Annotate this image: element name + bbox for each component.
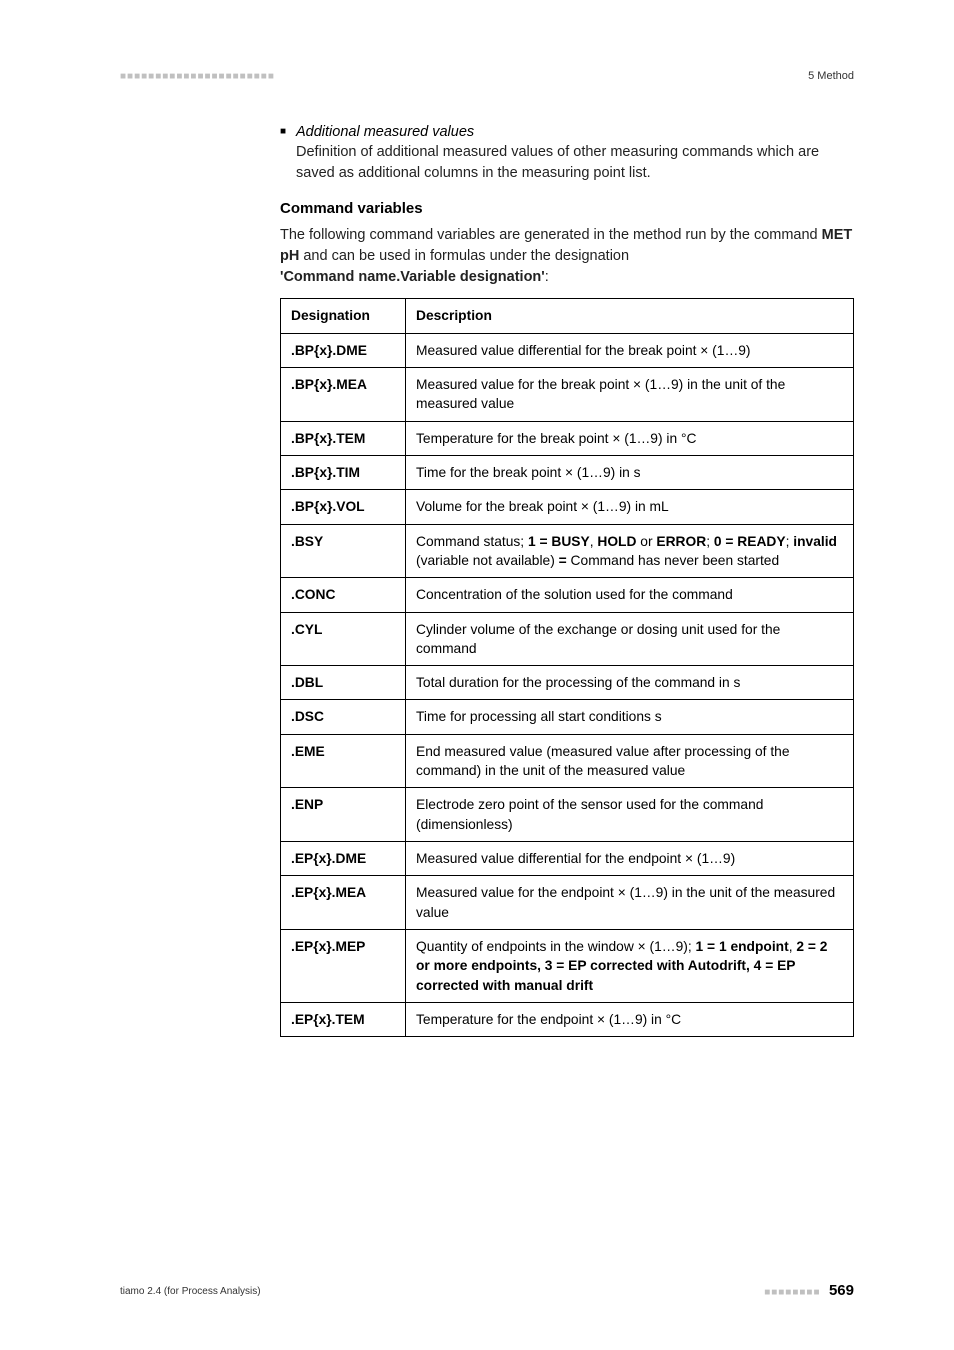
txt: 1 = BUSY [528,534,590,549]
txt: invalid [793,534,837,549]
txt: ; [706,534,714,549]
table-header-row: Designation Description [281,299,854,333]
designation-cell: .BP{x}.VOL [281,490,406,524]
description-cell: Time for processing all start conditions… [406,700,854,734]
table-row: .EMEEnd measured value (measured value a… [281,734,854,788]
header-dashes: ■■■■■■■■■■■■■■■■■■■■■■ [120,71,275,82]
description-cell: Measured value for the endpoint × (1…9) … [406,876,854,930]
table-row: .DSCTime for processing all start condit… [281,700,854,734]
footer-dashes: ■■■■■■■■ [764,1287,820,1298]
header-section-label: 5 Method [808,70,854,82]
designation-cell: .CYL [281,612,406,666]
description-cell: Measured value for the break point × (1…… [406,368,854,422]
table-row: .BSY Command status; 1 = BUSY, HOLD or E… [281,524,854,578]
txt: 1 = 1 endpoint [696,939,789,954]
txt: 0 = READY [714,534,786,549]
designation-cell: .CONC [281,578,406,612]
designation-cell: .DBL [281,666,406,700]
designation-cell: .BP{x}.TIM [281,455,406,489]
description-cell: Measured value differential for the brea… [406,333,854,367]
table-row: .BP{x}.TEMTemperature for the break poin… [281,421,854,455]
table-row: .CYLCylinder volume of the exchange or d… [281,612,854,666]
table-row: .BP{x}.MEAMeasured value for the break p… [281,368,854,422]
txt: Command has never been started [567,553,779,568]
designation-cell: .EP{x}.TEM [281,1002,406,1036]
table-row: .EP{x}.MEAMeasured value for the endpoin… [281,876,854,930]
footer-left: tiamo 2.4 (for Process Analysis) [120,1286,261,1297]
intro-mid: and can be used in formulas under the de… [299,248,629,264]
description-cell: Concentration of the solution used for t… [406,578,854,612]
table-row: .ENPElectrode zero point of the sensor u… [281,788,854,842]
description-cell: Temperature for the break point × (1…9) … [406,421,854,455]
description-cell: End measured value (measured value after… [406,734,854,788]
designation-cell: .BSY [281,524,406,578]
description-cell: Command status; 1 = BUSY, HOLD or ERROR;… [406,524,854,578]
txt: ERROR [656,534,706,549]
bullet-text: Definition of additional measured values… [296,142,854,184]
txt: Command status; [416,534,528,549]
description-cell: Cylinder volume of the exchange or dosin… [406,612,854,666]
bullet-marker: ■ [280,122,296,184]
description-cell: Temperature for the endpoint × (1…9) in … [406,1002,854,1036]
designation-cell: .ENP [281,788,406,842]
bullet-title: Additional measured values [296,122,854,142]
designation-cell: .EP{x}.MEA [281,876,406,930]
description-cell: Electrode zero point of the sensor used … [406,788,854,842]
col2-header: Description [406,299,854,333]
designation-cell: .BP{x}.MEA [281,368,406,422]
intro-bold2: 'Command name.Variable designation' [280,269,545,285]
intro-paragraph: The following command variables are gene… [280,225,854,288]
description-cell: Measured value differential for the endp… [406,842,854,876]
description-cell: Quantity of endpoints in the window × (1… [406,929,854,1002]
description-cell: Time for the break point × (1…9) in s [406,455,854,489]
table-row: .DBLTotal duration for the processing of… [281,666,854,700]
table-row: .CONCConcentration of the solution used … [281,578,854,612]
table-row: .EP{x}.TEMTemperature for the endpoint ×… [281,1002,854,1036]
designation-cell: .EP{x}.MEP [281,929,406,1002]
table-row: .BP{x}.TIMTime for the break point × (1…… [281,455,854,489]
designation-cell: .BP{x}.TEM [281,421,406,455]
table-row: .BP{x}.VOLVolume for the break point × (… [281,490,854,524]
txt: = [559,553,567,568]
designation-cell: .DSC [281,700,406,734]
table-row: .EP{x}.MEP Quantity of endpoints in the … [281,929,854,1002]
txt: Quantity of endpoints in the window × (1… [416,939,696,954]
table-row: .BP{x}.DMEMeasured value differential fo… [281,333,854,367]
section-heading: Command variables [280,200,854,217]
description-cell: Volume for the break point × (1…9) in mL [406,490,854,524]
txt: HOLD [597,534,636,549]
page-number: 569 [829,1282,854,1299]
intro-end: : [545,269,549,285]
col1-header: Designation [281,299,406,333]
description-cell: Total duration for the processing of the… [406,666,854,700]
variables-table: Designation Description .BP{x}.DMEMeasur… [280,298,854,1037]
txt: or [636,534,656,549]
intro-pre: The following command variables are gene… [280,227,822,243]
designation-cell: .EME [281,734,406,788]
table-row: .EP{x}.DMEMeasured value differential fo… [281,842,854,876]
designation-cell: .BP{x}.DME [281,333,406,367]
txt: (variable not available) [416,553,559,568]
designation-cell: .EP{x}.DME [281,842,406,876]
